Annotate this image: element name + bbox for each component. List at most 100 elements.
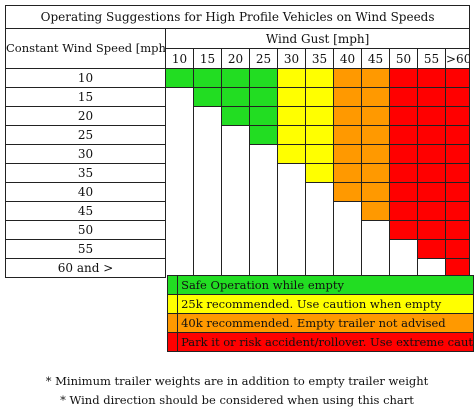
rating-cell-empty bbox=[249, 144, 278, 164]
rating-cell-red bbox=[417, 87, 446, 107]
rating-cell-orange bbox=[361, 201, 390, 221]
speed-label: 30 bbox=[5, 144, 166, 164]
rating-cell-empty bbox=[333, 239, 362, 259]
rating-cell-empty bbox=[165, 182, 194, 202]
gust-label: >60 bbox=[444, 48, 471, 69]
gust-label: 20 bbox=[221, 48, 250, 69]
gust-label: 10 bbox=[165, 48, 194, 69]
rating-cell-empty bbox=[277, 239, 306, 259]
rating-cell-red bbox=[444, 220, 471, 240]
legend-text: 25k recommended. Use caution when empty bbox=[177, 294, 474, 314]
rating-cell-empty bbox=[165, 106, 194, 126]
legend-swatch-green bbox=[166, 275, 179, 295]
rating-cell-empty bbox=[221, 258, 250, 278]
speed-label: 60 and > bbox=[5, 258, 166, 278]
rating-cell-empty bbox=[249, 220, 278, 240]
rating-cell-red bbox=[444, 87, 471, 107]
rating-cell-red bbox=[417, 68, 446, 88]
rating-cell-yellow bbox=[305, 125, 334, 145]
speed-row: 20 bbox=[5, 106, 471, 126]
rating-cell-empty bbox=[277, 182, 306, 202]
rating-cell-red bbox=[417, 106, 446, 126]
rating-cell-yellow bbox=[305, 144, 334, 164]
speed-row: 10 bbox=[5, 68, 471, 88]
rating-cell-empty bbox=[193, 220, 222, 240]
footnotes: * Minimum trailer weights are in additio… bbox=[0, 372, 474, 410]
gust-label: 15 bbox=[193, 48, 222, 69]
rating-cell-orange bbox=[361, 106, 390, 126]
gust-label: 25 bbox=[249, 48, 278, 69]
rating-cell-orange bbox=[333, 163, 362, 183]
rating-cell-empty bbox=[389, 239, 418, 259]
rating-cell-empty bbox=[193, 239, 222, 259]
rating-cell-yellow bbox=[277, 106, 306, 126]
rating-cell-empty bbox=[221, 163, 250, 183]
speed-label: 20 bbox=[5, 106, 166, 126]
rating-cell-empty bbox=[165, 220, 194, 240]
speed-row: 25 bbox=[5, 125, 471, 145]
rating-cell-empty bbox=[333, 220, 362, 240]
rating-cell-empty bbox=[249, 182, 278, 202]
rating-cell-empty bbox=[193, 144, 222, 164]
speed-row: 55 bbox=[5, 239, 471, 259]
gust-header: Wind Gust [mph] bbox=[164, 28, 471, 49]
rating-cell-red bbox=[444, 239, 471, 259]
rating-cell-yellow bbox=[277, 144, 306, 164]
legend-item: 25k recommended. Use caution when empty bbox=[166, 294, 474, 314]
rating-cell-empty bbox=[305, 182, 334, 202]
legend-text: 40k recommended. Empty trailer not advis… bbox=[177, 313, 474, 333]
speed-label: 35 bbox=[5, 163, 166, 183]
legend-item: Park it or risk accident/rollover. Use e… bbox=[166, 332, 474, 352]
rating-cell-empty bbox=[165, 125, 194, 145]
rating-cell-empty bbox=[193, 201, 222, 221]
rating-cell-red bbox=[389, 68, 418, 88]
rating-cell-red bbox=[417, 220, 446, 240]
speed-row: 15 bbox=[5, 87, 471, 107]
rating-cell-green bbox=[249, 125, 278, 145]
speed-label: 25 bbox=[5, 125, 166, 145]
rating-cell-empty bbox=[221, 182, 250, 202]
rating-cell-empty bbox=[361, 258, 390, 278]
rating-cell-orange bbox=[333, 125, 362, 145]
speed-row: 45 bbox=[5, 201, 471, 221]
rating-cell-red bbox=[444, 163, 471, 183]
rating-cell-empty bbox=[389, 258, 418, 278]
rating-cell-empty bbox=[277, 201, 306, 221]
rating-cell-red bbox=[389, 163, 418, 183]
legend-item: 40k recommended. Empty trailer not advis… bbox=[166, 313, 474, 333]
rating-cell-red bbox=[417, 144, 446, 164]
rating-cell-orange bbox=[333, 182, 362, 202]
rating-cell-green bbox=[249, 106, 278, 126]
rating-cell-yellow bbox=[277, 87, 306, 107]
speed-label: 40 bbox=[5, 182, 166, 202]
rating-cell-yellow bbox=[305, 87, 334, 107]
rating-cell-orange bbox=[361, 68, 390, 88]
rating-cell-green bbox=[221, 68, 250, 88]
rating-cell-empty bbox=[165, 144, 194, 164]
chart-title: Operating Suggestions for High Profile V… bbox=[4, 5, 471, 29]
rating-cell-yellow bbox=[277, 125, 306, 145]
rating-cell-red bbox=[417, 125, 446, 145]
rating-cell-red bbox=[444, 106, 471, 126]
rating-cell-red bbox=[444, 125, 471, 145]
rating-cell-red bbox=[417, 182, 446, 202]
speed-row: 30 bbox=[5, 144, 471, 164]
rating-cell-red bbox=[389, 87, 418, 107]
rating-cell-empty bbox=[193, 125, 222, 145]
rating-cell-empty bbox=[165, 201, 194, 221]
rating-cell-orange bbox=[361, 144, 390, 164]
rating-cell-green bbox=[221, 87, 250, 107]
rating-cell-empty bbox=[249, 163, 278, 183]
rating-cell-empty bbox=[249, 201, 278, 221]
rating-cell-red bbox=[417, 163, 446, 183]
legend-swatch-red bbox=[166, 332, 179, 352]
speed-row: 35 bbox=[5, 163, 471, 183]
rating-cell-red bbox=[389, 220, 418, 240]
rating-cell-empty bbox=[361, 220, 390, 240]
rating-cell-empty bbox=[249, 239, 278, 259]
rating-cell-empty bbox=[221, 144, 250, 164]
rating-cell-orange bbox=[361, 163, 390, 183]
rating-cell-empty bbox=[305, 239, 334, 259]
rating-cell-green bbox=[193, 87, 222, 107]
rating-cell-empty bbox=[333, 201, 362, 221]
